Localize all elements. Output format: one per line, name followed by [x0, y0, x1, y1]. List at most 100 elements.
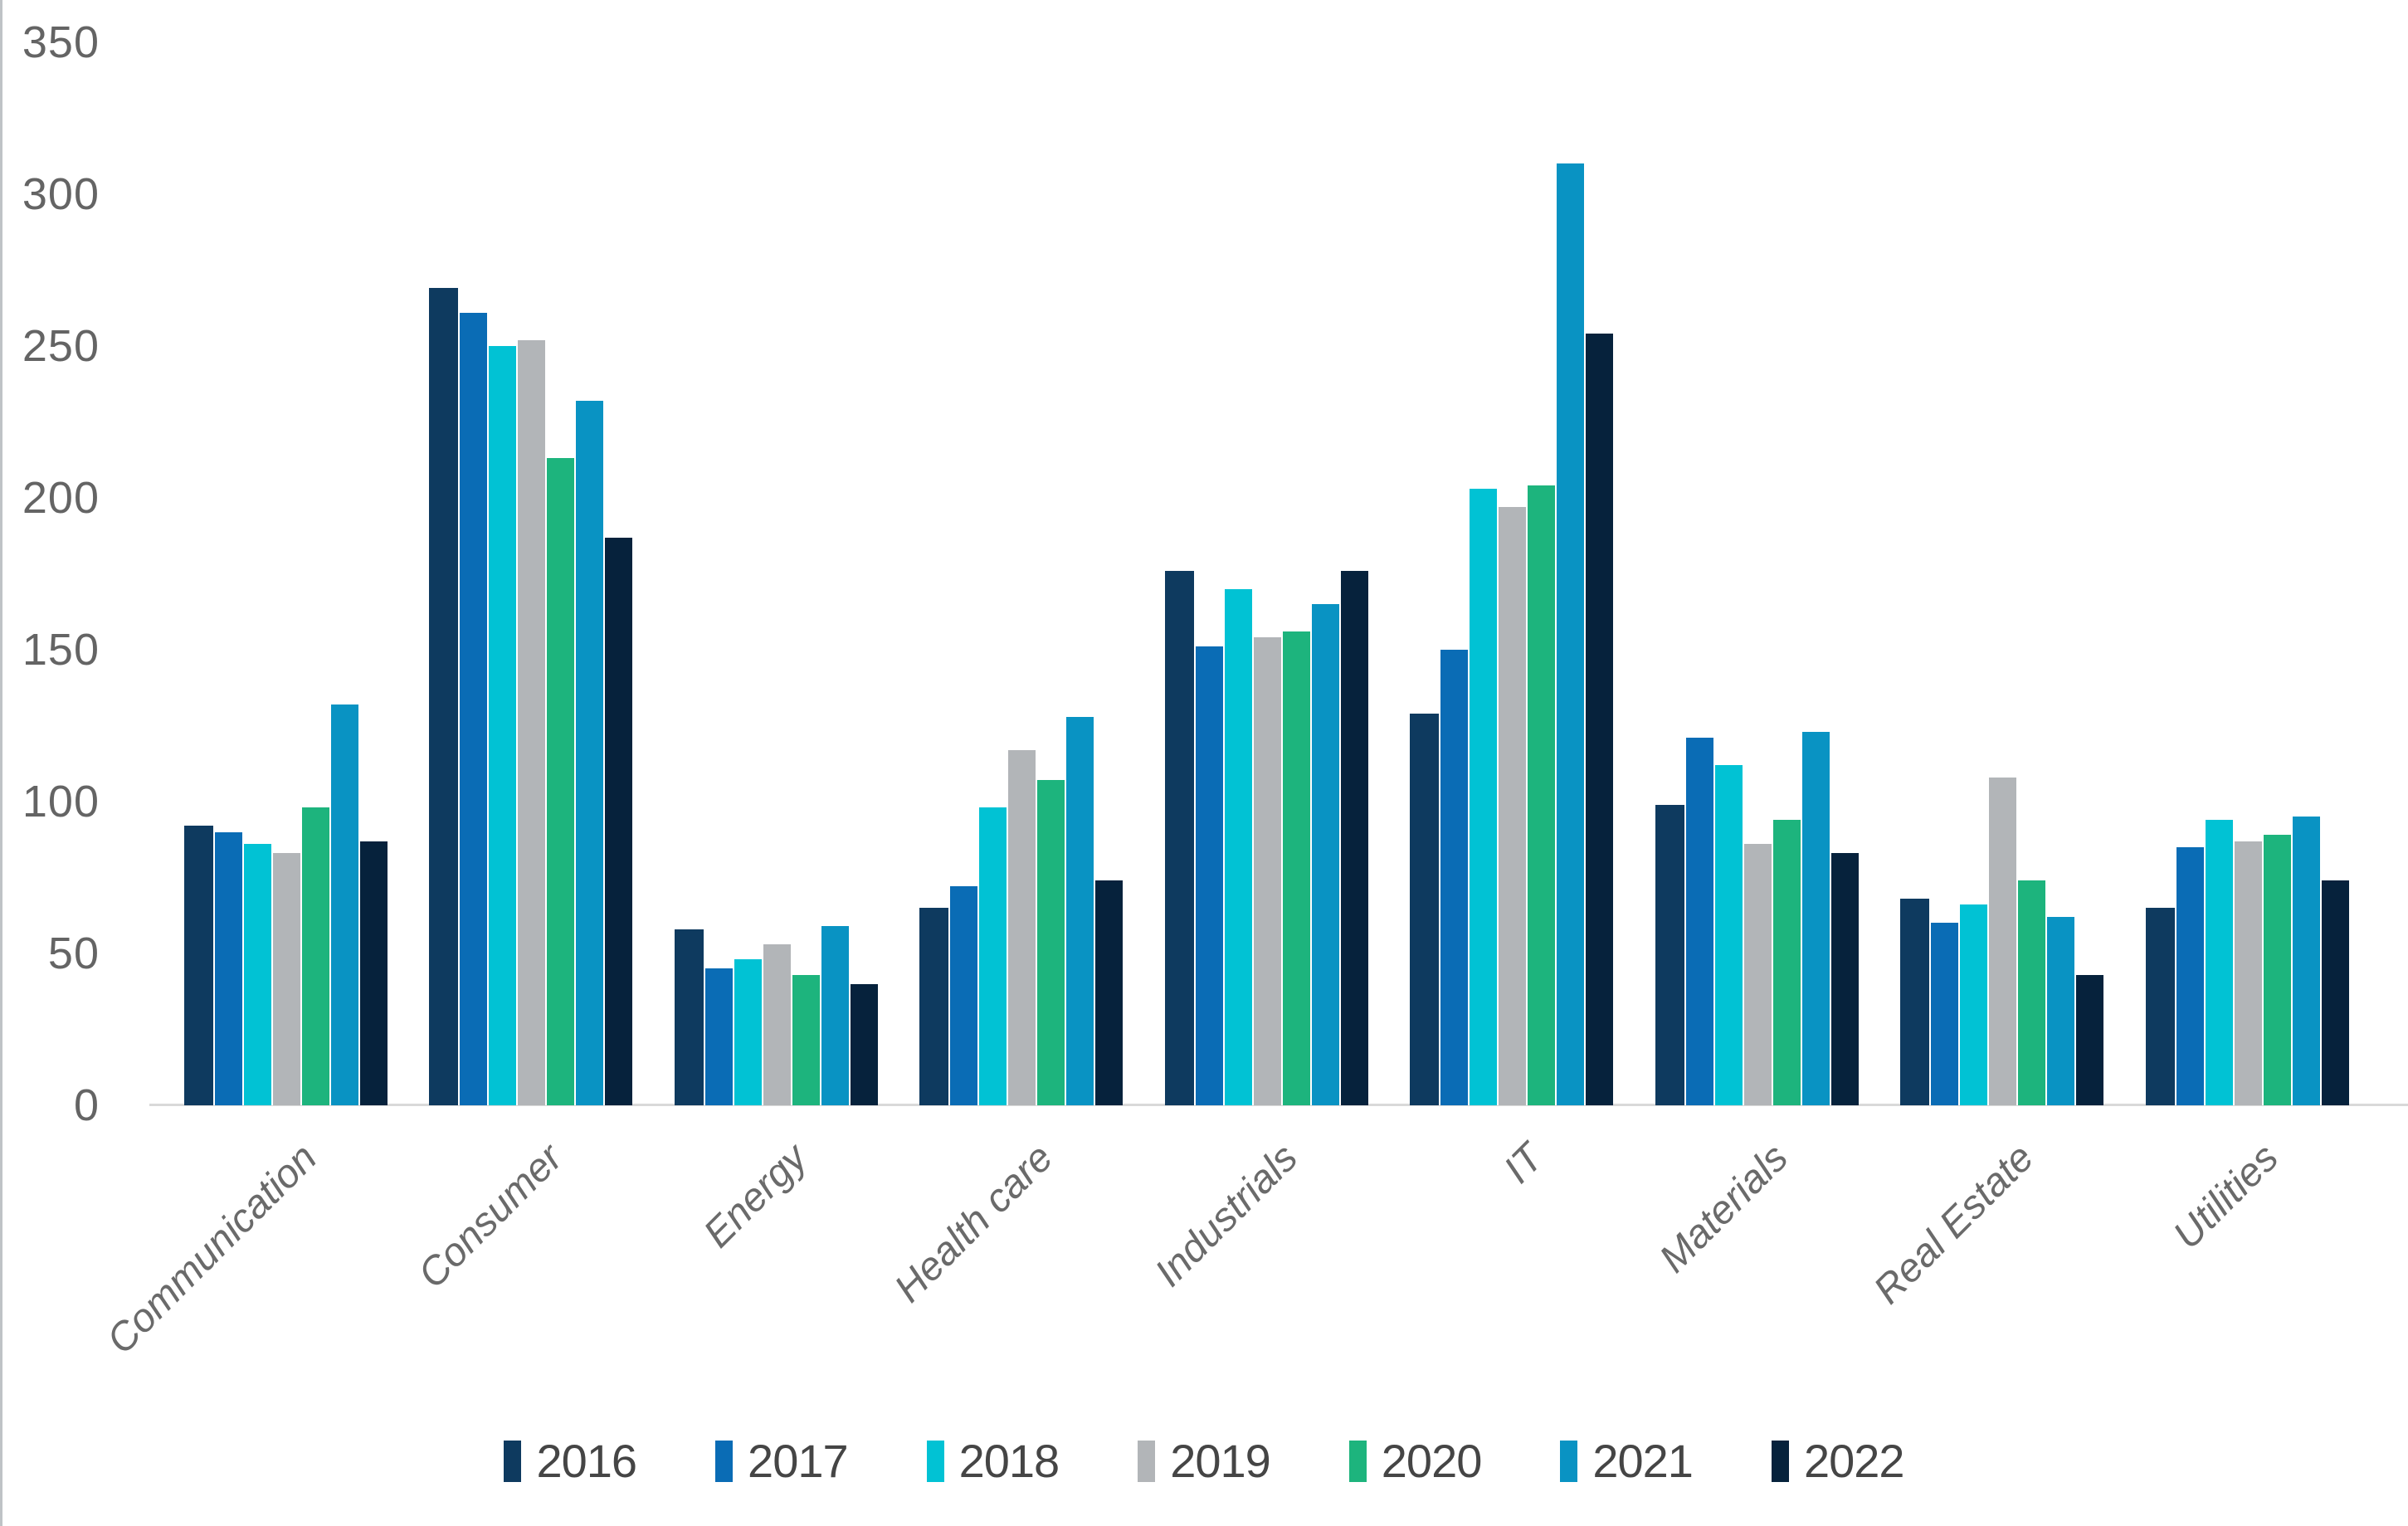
legend-item-2017: 2017 [715, 1434, 849, 1488]
bar-2022-health-care [1094, 880, 1123, 1105]
bar-2017-energy [703, 968, 733, 1105]
bar-2022-utilities [2319, 880, 2349, 1105]
bar-2022-industrials [1338, 571, 1368, 1105]
x-category-label: Utilities [2165, 1135, 2288, 1258]
x-category-label: IT [1495, 1135, 1552, 1192]
bar-group-it [1410, 42, 1613, 1105]
legend-label: 2016 [536, 1435, 637, 1487]
bar-2020-utilities [2261, 835, 2291, 1105]
bar-2022-communication [358, 841, 388, 1105]
bar-2020-materials [1771, 820, 1801, 1105]
legend-swatch-icon [715, 1440, 734, 1482]
bar-2020-energy [790, 975, 820, 1105]
window-left-edge-line [0, 0, 2, 1526]
x-category-label: Real Estate [1864, 1135, 2042, 1313]
legend: 2016 2017 2018 2019 2020 2021 2022 [0, 1434, 2408, 1488]
legend-label: 2021 [1592, 1435, 1694, 1487]
bar-group-industrials [1164, 42, 1368, 1105]
legend-swatch-icon [1771, 1440, 1789, 1482]
bar-2017-real-estate [1929, 923, 1958, 1105]
y-axis-tick-label: 50 [47, 929, 100, 978]
bar-2021-industrials [1309, 604, 1339, 1105]
y-axis-tick-label: 350 [22, 17, 100, 67]
bar-2017-it [1439, 650, 1468, 1105]
bar-group-utilities [2145, 42, 2349, 1105]
bar-2022-it [1584, 334, 1613, 1105]
y-axis-tick-label: 300 [22, 169, 100, 219]
bar-2019-it [1497, 507, 1526, 1105]
x-category-label: Communication [98, 1135, 326, 1363]
bar-2016-materials [1655, 805, 1684, 1105]
bar-2017-industrials [1193, 646, 1223, 1105]
bar-2022-real-estate [2074, 975, 2103, 1105]
bar-2021-real-estate [2045, 917, 2074, 1105]
legend-label: 2017 [748, 1435, 849, 1487]
bar-2021-materials [1800, 732, 1830, 1105]
x-category-label: Materials [1651, 1135, 1797, 1281]
x-category-label: Energy [695, 1135, 816, 1256]
bar-2019-consumer [516, 340, 545, 1105]
bar-2016-consumer [429, 288, 458, 1105]
bar-2019-communication [271, 853, 300, 1105]
y-axis-tick-label: 0 [73, 1080, 100, 1130]
x-category-label: Industrials [1147, 1135, 1307, 1295]
bar-2021-it [1555, 163, 1584, 1105]
bar-2018-consumer [487, 346, 516, 1105]
bar-2016-communication [183, 826, 213, 1105]
y-axis-tick-label: 100 [22, 777, 100, 826]
legend-item-2022: 2022 [1771, 1434, 1905, 1488]
legend-item-2016: 2016 [504, 1434, 637, 1488]
bar-2018-real-estate [1958, 904, 1987, 1105]
bar-group-consumer [429, 42, 632, 1105]
legend-item-2019: 2019 [1138, 1434, 1271, 1488]
bar-group-materials [1655, 42, 1859, 1105]
bar-group-energy [674, 42, 878, 1105]
bar-2021-utilities [2290, 817, 2320, 1105]
plot-area [166, 42, 2390, 1105]
bar-2021-health-care [1065, 717, 1094, 1105]
bar-2019-materials [1742, 844, 1772, 1105]
bar-2018-communication [241, 844, 271, 1105]
legend-swatch-icon [1560, 1440, 1578, 1482]
legend-label: 2018 [958, 1435, 1060, 1487]
bar-2019-industrials [1251, 637, 1281, 1105]
bar-2017-consumer [458, 313, 487, 1105]
bar-2018-industrials [1222, 589, 1252, 1105]
y-axis-tick-label: 150 [22, 625, 100, 675]
legend-swatch-icon [504, 1440, 522, 1482]
bar-2019-utilities [2232, 841, 2262, 1105]
bar-2017-communication [212, 832, 242, 1105]
bar-2020-it [1526, 485, 1555, 1105]
bar-2019-health-care [1007, 750, 1036, 1105]
y-axis-tick-label: 250 [22, 321, 100, 371]
bar-2016-energy [674, 929, 704, 1105]
legend-label: 2022 [1803, 1435, 1905, 1487]
bar-2016-it [1410, 714, 1439, 1105]
legend-swatch-icon [926, 1440, 944, 1482]
bar-2018-health-care [977, 807, 1007, 1105]
bar-2021-energy [819, 926, 849, 1105]
bar-2021-communication [329, 704, 358, 1105]
bar-2019-energy [761, 944, 791, 1105]
bar-group-real-estate [1900, 42, 2103, 1105]
bar-2020-communication [300, 807, 329, 1105]
bar-2022-materials [1829, 853, 1859, 1105]
bar-group-communication [183, 42, 388, 1105]
bar-2021-consumer [574, 401, 603, 1105]
legend-swatch-icon [1348, 1440, 1367, 1482]
bar-2020-consumer [545, 458, 574, 1105]
x-category-label: Consumer [409, 1135, 571, 1297]
bar-2017-materials [1684, 738, 1713, 1105]
bar-2016-utilities [2145, 908, 2175, 1105]
bar-2017-health-care [948, 886, 977, 1105]
bar-2022-consumer [603, 538, 632, 1105]
x-category-label: Health care [885, 1135, 1061, 1311]
bar-2016-industrials [1164, 571, 1194, 1105]
bar-2018-it [1468, 489, 1497, 1105]
bar-2019-real-estate [1987, 778, 2016, 1105]
legend-label: 2019 [1170, 1435, 1271, 1487]
bar-2016-health-care [919, 908, 948, 1105]
legend-item-2020: 2020 [1348, 1434, 1482, 1488]
bar-2020-industrials [1280, 631, 1310, 1105]
